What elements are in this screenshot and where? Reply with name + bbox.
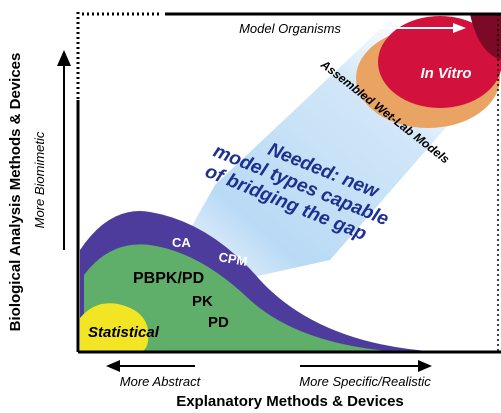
pk-label: PK [192,293,213,310]
statistical-label: Statistical [88,324,160,341]
model-organism-region [470,14,501,60]
x-right-label: More Specific/Realistic [299,374,431,389]
organism-arrowhead [453,23,466,33]
left-arrowhead [106,360,120,372]
y-axis-title: Biological Analysis Methods & Devices [7,53,24,332]
y-direction: More Biomimetic [32,131,47,228]
right-arrowhead [418,360,432,372]
cpm-label: CPM [217,249,248,269]
ca-label: CA [172,235,191,250]
pbpk-label: PBPK/PD [133,270,204,287]
x-left-label: More Abstract [120,374,202,389]
model-organisms-label: Model Organisms [239,21,341,36]
statistical-region [80,303,149,352]
inner-hill [84,244,400,352]
in-vitro-region [378,16,501,108]
up-arrowhead [57,50,71,66]
x-axis-title: Explanatory Methods & Devices [176,393,404,410]
pd-label: PD [208,314,229,331]
in-vitro-label: In Vitro [420,65,471,82]
